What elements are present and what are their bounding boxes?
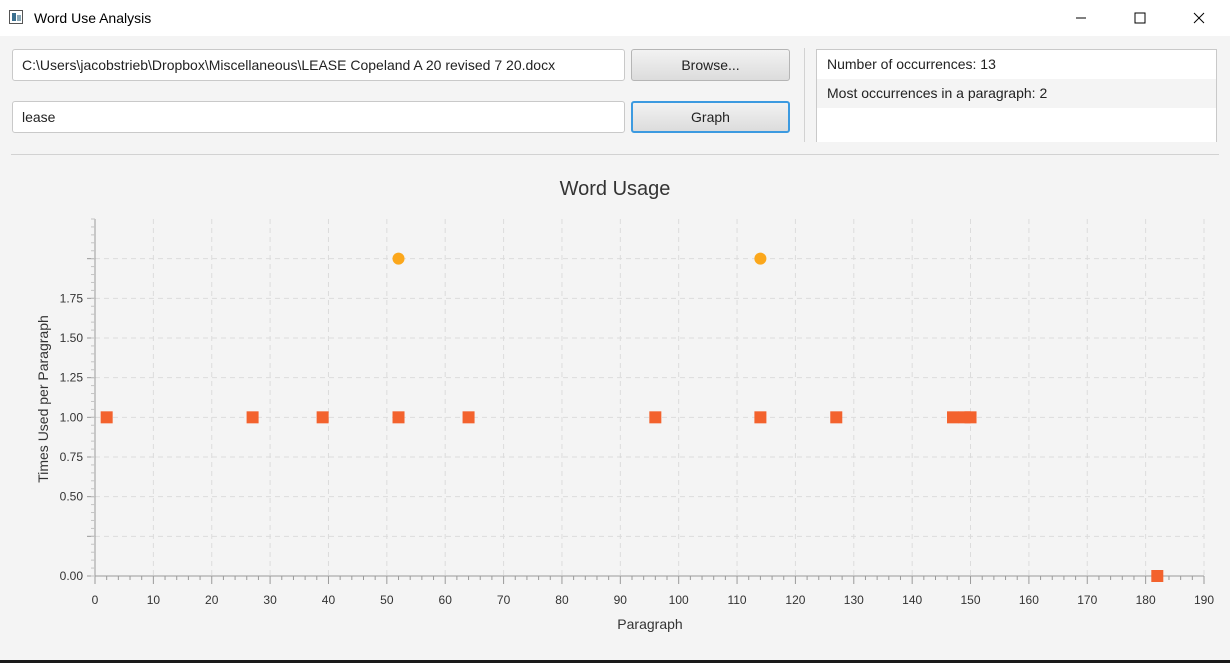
data-point-square [964,411,977,424]
x-tick-label: 40 [322,593,336,607]
x-tick-label: 90 [614,593,628,607]
y-tick-label: 1.50 [60,331,84,345]
x-tick-label: 80 [555,593,569,607]
maximize-icon [1134,12,1146,24]
x-tick-label: 100 [669,593,689,607]
app-icon [9,10,23,24]
x-tick-label: 110 [727,593,746,607]
y-tick-label: 1.25 [60,371,84,385]
x-tick-label: 20 [205,593,219,607]
data-point-square [830,411,843,424]
chart-title: Word Usage [559,178,671,200]
x-tick-label: 120 [785,593,805,607]
window-title: Word Use Analysis [34,10,152,26]
x-tick-label: 0 [92,593,99,607]
minimize-button[interactable] [1058,0,1104,36]
close-icon [1193,12,1205,24]
x-tick-label: 170 [1077,593,1097,607]
y-tick-label: 0.75 [60,450,84,464]
y-tick-label: 0.50 [60,490,84,504]
x-tick-label: 10 [147,593,161,607]
graph-button[interactable]: Graph [631,101,790,133]
chart-axes: 0 10 20 30 40 50 60 70 80 90 100 110 120 130 140 150 160… [60,218,1214,607]
stat-occurrences[interactable]: Number of occurrences: 13 [827,56,996,72]
x-tick-label: 150 [961,593,981,607]
x-tick-label: 190 [1194,593,1214,607]
x-tick-label: 130 [844,593,864,607]
data-point-square [1151,570,1164,582]
data-point-square [392,411,405,424]
title-bar: Word Use Analysis [0,0,1230,36]
data-point-circle [754,252,767,265]
y-tick-label: 0.00 [60,569,84,583]
maximize-button[interactable] [1117,0,1163,36]
data-point-square [462,411,475,424]
file-path-input[interactable]: C:\Users\jacobstrieb\Dropbox\Miscellaneo… [12,49,625,81]
y-axis-label: Times Used per Paragraph [35,315,51,483]
x-tick-label: 70 [497,593,511,607]
x-tick-label: 160 [1019,593,1039,607]
data-point-square [316,411,329,424]
close-button[interactable] [1176,0,1222,36]
data-point-square [947,411,960,424]
chart-points [100,252,1164,582]
x-axis-label: Paragraph [617,616,682,632]
x-tick-label: 50 [380,593,394,607]
data-point-square [649,411,662,424]
horizontal-divider [11,154,1219,155]
search-word-input[interactable]: lease [12,101,625,133]
x-tick-label: 60 [439,593,453,607]
x-tick-label: 30 [263,593,277,607]
window-bottom-edge [0,660,1230,663]
vertical-divider [804,48,805,142]
x-tick-label: 180 [1136,593,1156,607]
stat-max-per-paragraph[interactable]: Most occurrences in a paragraph: 2 [817,79,1216,108]
y-tick-label: 1.75 [60,291,84,305]
y-tick-label: 1.00 [60,410,84,424]
minimize-icon [1076,17,1086,19]
data-point-circle [392,252,405,265]
browse-button[interactable]: Browse... [631,49,790,81]
x-tick-label: 140 [902,593,922,607]
chart-grid [95,219,1205,576]
data-point-square [246,411,259,424]
stats-list[interactable]: Number of occurrences: 13 Most occurrenc… [816,49,1217,142]
data-point-square [100,411,113,424]
data-point-square [754,411,767,424]
